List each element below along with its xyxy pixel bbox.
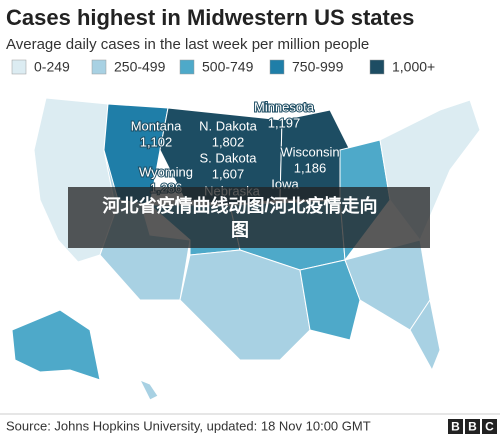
logo-box — [465, 419, 480, 434]
state-value: 1,197 — [268, 115, 301, 130]
overlay-banner — [68, 187, 430, 248]
overlay-text: 图 — [231, 220, 249, 240]
logo-letter: B — [451, 420, 460, 434]
state-name: Wisconsin — [280, 144, 339, 159]
state-name: Wyoming — [139, 164, 193, 179]
state-value: 1,802 — [212, 134, 245, 149]
subtitle: Average daily cases in the last week per… — [6, 36, 369, 53]
legend-swatch — [179, 59, 195, 75]
logo-letter: C — [485, 420, 494, 434]
state-name: S. Dakota — [199, 150, 257, 165]
state-name: N. Dakota — [199, 118, 258, 133]
logo-box — [482, 419, 497, 434]
legend-swatch — [369, 59, 385, 75]
overlay-text: 河北省疫情曲线动图/河北疫情走向 — [103, 195, 378, 216]
state-value: 1,102 — [140, 134, 173, 149]
legend-label: 0-249 — [34, 59, 70, 75]
state-value: 1,607 — [212, 166, 245, 181]
state-name: Montana — [131, 118, 182, 133]
title: Cases highest in Midwestern US states — [6, 5, 414, 30]
map — [11, 97, 481, 401]
legend-label: 500-749 — [202, 59, 254, 75]
logo-box — [448, 419, 463, 434]
legend-swatch — [269, 59, 285, 75]
legend-label: 250-499 — [114, 59, 166, 75]
legend-swatch — [91, 59, 107, 75]
legend-label: 1,000+ — [392, 59, 435, 75]
legend-label: 750-999 — [292, 59, 344, 75]
state-name: Minnesota — [254, 99, 315, 114]
source: Source: Johns Hopkins University, update… — [6, 418, 371, 433]
legend-swatch — [11, 59, 27, 75]
logo-letter: B — [468, 420, 477, 434]
state-value: 1,186 — [294, 160, 327, 175]
legend: 0-249 250-499 500-749 750-999 1,000+ — [11, 59, 435, 75]
